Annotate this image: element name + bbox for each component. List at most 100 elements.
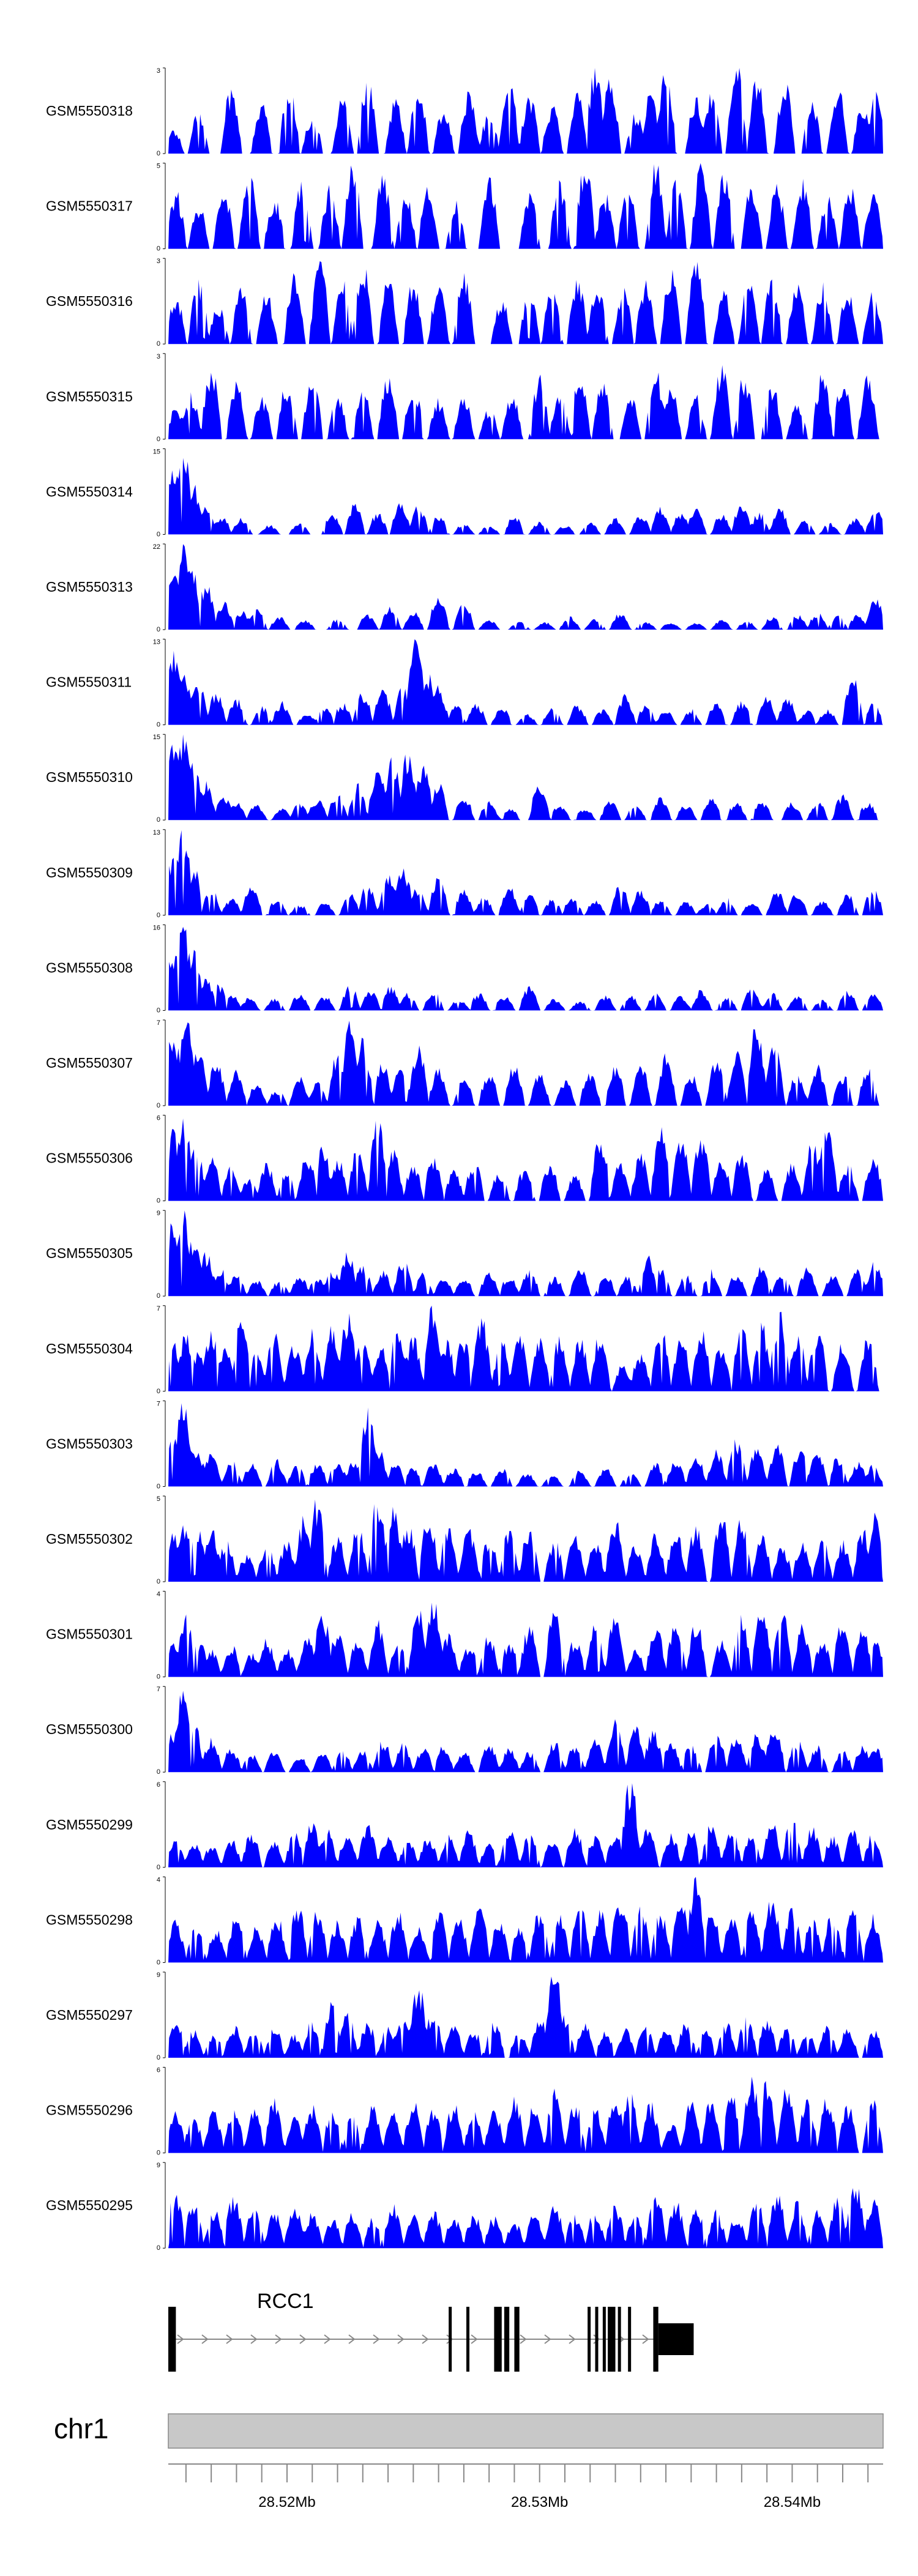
exon <box>628 2307 632 2372</box>
track-label: GSM5550307 <box>46 1055 133 1071</box>
track-label: GSM5550301 <box>46 1626 133 1642</box>
coverage-area <box>168 1603 883 1677</box>
track-label: GSM5550303 <box>46 1435 133 1451</box>
y-axis-max-label: 13 <box>153 639 160 646</box>
axis-tick-label: 28.54Mb <box>764 2494 821 2511</box>
strand-arrow <box>275 2334 282 2344</box>
coverage-area <box>168 1691 883 1773</box>
coverage-area <box>168 1499 883 1582</box>
y-axis-min-label: 0 <box>157 340 160 348</box>
coverage-area <box>168 926 883 1011</box>
track-label: GSM5550309 <box>46 865 133 880</box>
exon <box>494 2307 502 2372</box>
y-axis-max-label: 15 <box>153 448 160 455</box>
y-axis-max-label: 7 <box>157 1686 160 1693</box>
y-axis-min-label: 0 <box>157 626 160 633</box>
y-axis-min-label: 0 <box>157 436 160 443</box>
coverage-area <box>168 1877 883 1963</box>
y-axis-min-label: 0 <box>157 1483 160 1490</box>
gene-label-rcc1: RCC1 <box>257 2290 314 2313</box>
track-GSM5550302: GSM5550302 5 0 <box>46 1495 883 1585</box>
coverage-area <box>168 1021 883 1106</box>
exon <box>466 2307 470 2372</box>
track-GSM5550311: GSM5550311 13 0 <box>46 639 883 729</box>
coverage-area <box>168 1119 883 1201</box>
gene-track: RCC1 <box>168 2290 694 2372</box>
strand-arrow <box>642 2334 649 2344</box>
y-axis-max-label: 3 <box>157 67 160 75</box>
y-axis-max-label: 9 <box>157 1210 160 1217</box>
coverage-area <box>168 2188 883 2249</box>
coverage-area <box>168 458 883 535</box>
coverage-area <box>168 261 883 344</box>
y-axis-min-label: 0 <box>157 530 160 538</box>
exon <box>608 2307 616 2372</box>
track-label: GSM5550308 <box>46 959 133 975</box>
track-label: GSM5550295 <box>46 2197 133 2213</box>
exon <box>602 2307 606 2372</box>
strand-arrow <box>348 2334 356 2344</box>
track-GSM5550296: GSM5550296 6 0 <box>46 2067 883 2157</box>
y-axis-min-label: 0 <box>157 1864 160 1871</box>
track-label: GSM5550316 <box>46 293 133 309</box>
track-label: GSM5550305 <box>46 1245 133 1261</box>
y-axis-min-label: 0 <box>157 912 160 919</box>
track-label: GSM5550317 <box>46 198 133 214</box>
track-label: GSM5550296 <box>46 2102 133 2118</box>
track-GSM5550300: GSM5550300 7 0 <box>46 1686 883 1776</box>
track-GSM5550304: GSM5550304 7 0 <box>46 1305 883 1395</box>
y-axis-max-label: 7 <box>157 1305 160 1312</box>
track-GSM5550318: GSM5550318 3 0 <box>46 67 883 157</box>
track-label: GSM5550315 <box>46 389 133 404</box>
y-axis-max-label: 6 <box>157 2067 160 2074</box>
strand-arrow <box>201 2334 209 2344</box>
strand-arrow <box>422 2334 429 2344</box>
y-axis-max-label: 5 <box>157 163 160 170</box>
y-axis-max-label: 4 <box>157 1591 160 1598</box>
strand-arrow <box>520 2334 527 2344</box>
track-label: GSM5550304 <box>46 1341 133 1357</box>
y-axis-max-label: 6 <box>157 1781 160 1789</box>
y-axis-max-label: 16 <box>153 924 160 931</box>
strand-arrow <box>250 2334 258 2344</box>
track-GSM5550308: GSM5550308 16 0 <box>46 924 883 1014</box>
track-GSM5550317: GSM5550317 5 0 <box>46 163 883 253</box>
track-GSM5550306: GSM5550306 6 0 <box>46 1115 883 1205</box>
track-GSM5550309: GSM5550309 13 0 <box>46 829 883 919</box>
coverage-area <box>168 68 883 154</box>
genome-axis: 28.52Mb 28.53Mb 28.54Mb <box>168 2463 883 2511</box>
exon <box>504 2307 510 2372</box>
y-axis-max-label: 7 <box>157 1400 160 1407</box>
track-label: GSM5550314 <box>46 483 133 499</box>
y-axis-min-label: 0 <box>157 150 160 157</box>
y-axis-max-label: 15 <box>153 734 160 741</box>
y-axis-min-label: 0 <box>157 2244 160 2252</box>
y-axis-min-label: 0 <box>157 816 160 824</box>
coverage-area <box>168 544 883 630</box>
y-axis-min-label: 0 <box>157 1292 160 1300</box>
axis-tick-label: 28.52Mb <box>258 2494 315 2511</box>
y-axis-min-label: 0 <box>157 1388 160 1395</box>
coverage-area <box>168 1305 883 1391</box>
y-axis-min-label: 0 <box>157 1673 160 1681</box>
track-GSM5550316: GSM5550316 3 0 <box>46 258 883 348</box>
y-axis-min-label: 0 <box>157 1007 160 1014</box>
strand-arrow <box>446 2334 453 2344</box>
strand-arrow <box>544 2334 551 2344</box>
y-axis-min-label: 0 <box>157 721 160 729</box>
chromosome-label: chr1 <box>54 2413 108 2444</box>
exon <box>618 2307 621 2372</box>
track-GSM5550295: GSM5550295 9 0 <box>46 2162 883 2252</box>
track-GSM5550314: GSM5550314 15 0 <box>46 448 883 538</box>
coverage-area <box>168 2077 883 2153</box>
y-axis-min-label: 0 <box>157 1578 160 1585</box>
strand-arrow <box>569 2334 576 2344</box>
coverage-area <box>168 734 883 821</box>
track-label: GSM5550302 <box>46 1531 133 1547</box>
strand-arrow <box>177 2334 184 2344</box>
ideogram-bar <box>168 2413 884 2449</box>
strand-arrow <box>373 2334 380 2344</box>
coverage-area <box>168 365 883 439</box>
track-label: GSM5550299 <box>46 1817 133 1833</box>
track-GSM5550307: GSM5550307 7 0 <box>46 1019 883 1109</box>
